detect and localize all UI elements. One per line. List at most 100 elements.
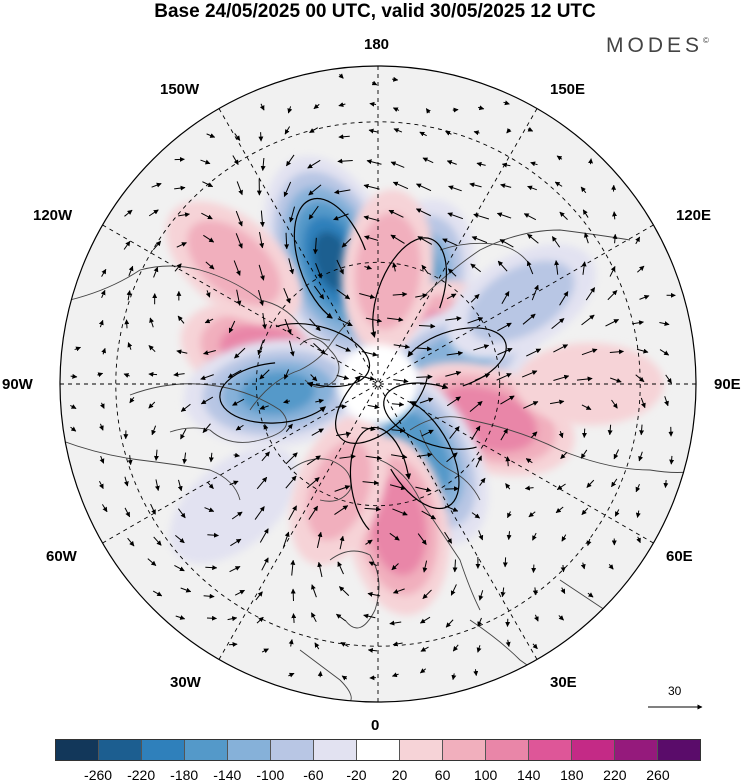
wind-arrow: [127, 455, 133, 466]
wind-arrow: [607, 290, 618, 301]
wind-arrow: [580, 449, 588, 459]
wind-arrow: [478, 105, 485, 111]
wind-arrow: [200, 396, 214, 405]
positive-anomaly-cell: [290, 415, 389, 566]
wind-arrow: [340, 642, 349, 648]
wind-arrow: [446, 293, 457, 300]
wind-arrow: [282, 531, 290, 548]
wind-arrow: [392, 262, 397, 272]
wind-arrow: [151, 425, 157, 436]
wind-arrow: [555, 506, 564, 514]
wind-arrow: [421, 510, 437, 520]
wind-arrow: [200, 159, 211, 165]
graticule: [60, 66, 696, 702]
wind-arrow: [127, 537, 135, 547]
wind-arrow: [500, 587, 506, 598]
lon-label-120w: 120W: [33, 207, 73, 224]
wind-arrow: [335, 404, 347, 410]
map-title: Base 24/05/2025 00 UTC, valid 30/05/2025…: [154, 1, 596, 22]
wind-arrow: [531, 284, 539, 301]
wind-arrow: [360, 375, 375, 381]
wind-arrow: [444, 531, 453, 544]
wind-arrow: [527, 126, 534, 132]
wind-arrow: [389, 620, 402, 626]
wind-arrow: [311, 584, 317, 598]
wind-arrow: [229, 565, 241, 573]
wind-arrow: [101, 268, 107, 277]
wind-arrow: [364, 506, 382, 512]
circulation-streamlines: [219, 197, 507, 531]
wind-arrow: [174, 565, 185, 572]
wind-arrow: [335, 344, 351, 352]
wind-arrow: [101, 504, 108, 513]
wind-arrow: [180, 587, 192, 593]
wind-arrow: [341, 675, 348, 681]
wind-arrow: [205, 565, 218, 571]
wind-arrow: [310, 374, 318, 382]
wind-arrow: [259, 210, 265, 228]
wind-arrow: [154, 479, 160, 491]
wind-arrow: [365, 317, 383, 323]
wind-arrow: [445, 370, 462, 377]
colorbar-tick-label: -100: [256, 767, 285, 783]
wind-arrow: [527, 185, 538, 191]
wind-arrow: [284, 126, 291, 135]
wind-arrow: [367, 591, 381, 597]
wind-arrow: [205, 290, 211, 298]
wind-arrow: [262, 312, 267, 330]
wind-arrow: [232, 155, 239, 165]
wind-arrow: [560, 451, 568, 459]
wind-arrow: [283, 369, 290, 380]
wind-arrow: [258, 231, 265, 249]
wind-arrow: [175, 615, 186, 620]
wind-arrow: [227, 616, 238, 622]
wind-arrow: [363, 183, 380, 190]
lon-label-0: 0: [371, 717, 380, 734]
wind-arrow: [306, 477, 320, 489]
wind-arrow: [446, 350, 464, 356]
wind-arrow: [497, 260, 508, 272]
wind-arrow: [173, 371, 185, 377]
wind-arrow: [500, 183, 512, 189]
wind-arrow: [98, 319, 104, 328]
wind-arrow: [560, 587, 566, 595]
circulation-arrow: [349, 426, 412, 531]
wind-arrow: [316, 531, 323, 548]
wind-arrow: [636, 348, 649, 354]
wind-arrow: [450, 584, 457, 596]
wind-arrow: [285, 475, 297, 489]
wind-arrow: [473, 344, 490, 351]
wind-arrow: [290, 559, 296, 576]
wind-arrow: [288, 505, 297, 521]
wind-arrow: [505, 483, 511, 490]
wind-arrow: [204, 318, 214, 324]
wind-arrow: [559, 211, 568, 221]
wind-arrow: [659, 321, 670, 327]
wind-arrow: [496, 373, 512, 381]
wind-arrow: [476, 645, 482, 653]
colorbar-swatch: [357, 740, 400, 760]
wind-arrow: [367, 647, 378, 653]
wind-arrow: [611, 478, 618, 488]
wind-arrow: [175, 535, 185, 544]
colorbar-tick-label: -140: [213, 767, 242, 783]
brand-name: MODES: [606, 34, 704, 57]
wind-arrow: [255, 591, 263, 601]
colorbar-tick-label: -60: [303, 767, 324, 783]
wind-arrow: [637, 265, 645, 273]
wind-arrow: [153, 536, 162, 546]
wind-arrow: [415, 293, 428, 299]
wind-arrow: [177, 479, 183, 492]
wind-arrow: [313, 342, 326, 355]
wind-arrow: [178, 508, 186, 519]
circulation-arrow: [275, 322, 371, 388]
vector-scale-value: 30: [668, 684, 682, 698]
anomaly-contour: [169, 446, 299, 564]
wind-arrow: [497, 347, 513, 356]
wind-arrow: [390, 161, 405, 168]
wind-arrow: [231, 511, 243, 520]
wind-arrow: [471, 236, 488, 244]
wind-arrow: [334, 505, 349, 515]
wind-arrow: [581, 428, 587, 438]
wind-arrow: [528, 511, 536, 518]
